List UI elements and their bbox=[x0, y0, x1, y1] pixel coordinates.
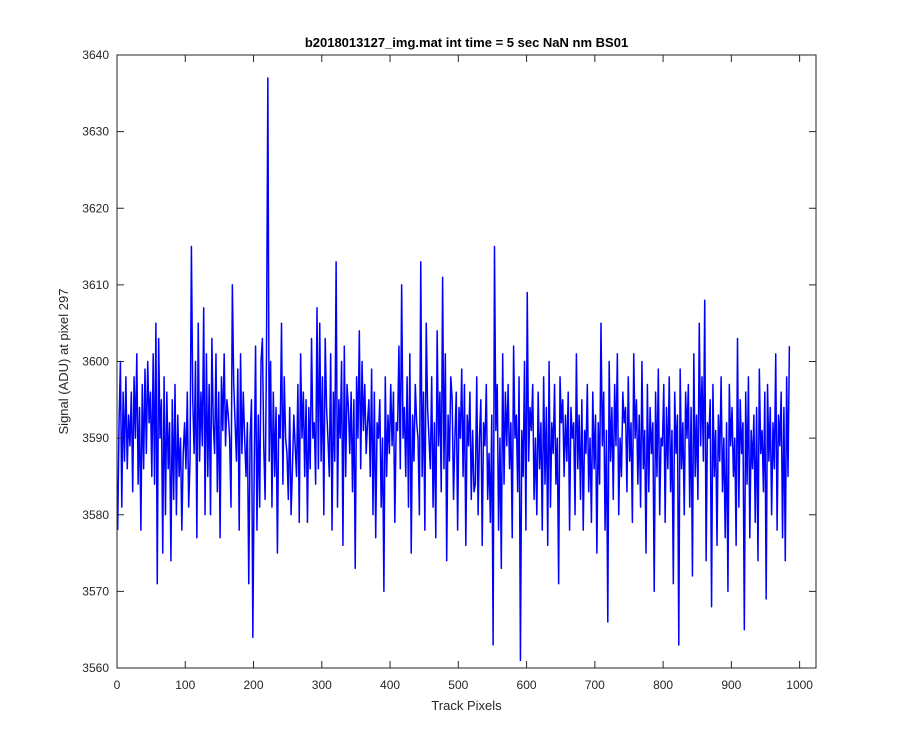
x-tick-label: 600 bbox=[517, 678, 537, 692]
x-tick-label: 700 bbox=[585, 678, 605, 692]
x-tick-label: 400 bbox=[380, 678, 400, 692]
y-tick-label: 3600 bbox=[82, 355, 109, 369]
x-axis: 0 100 200 300 400 500 600 700 800 900 1000 bbox=[114, 55, 813, 692]
y-axis-label: Signal (ADU) at pixel 297 bbox=[56, 289, 71, 435]
y-axis: 3560 3570 3580 3590 3600 3610 3620 3630 3640 bbox=[82, 48, 816, 675]
y-tick-label: 3590 bbox=[82, 431, 109, 445]
chart-title: b2018013127_img.mat int time = 5 sec NaN… bbox=[305, 35, 628, 50]
x-tick-label: 100 bbox=[175, 678, 195, 692]
x-axis-label: Track Pixels bbox=[431, 698, 502, 713]
x-tick-label: 500 bbox=[448, 678, 468, 692]
x-tick-label: 1000 bbox=[786, 678, 813, 692]
y-tick-label: 3610 bbox=[82, 278, 109, 292]
y-tick-label: 3640 bbox=[82, 48, 109, 62]
x-tick-label: 0 bbox=[114, 678, 121, 692]
x-tick-label: 900 bbox=[721, 678, 741, 692]
y-tick-label: 3570 bbox=[82, 584, 109, 598]
x-tick-label: 200 bbox=[244, 678, 264, 692]
series-line-0 bbox=[116, 77, 791, 662]
series-layer bbox=[116, 77, 791, 662]
x-tick-label: 800 bbox=[653, 678, 673, 692]
y-tick-label: 3620 bbox=[82, 201, 109, 215]
y-tick-label: 3630 bbox=[82, 125, 109, 139]
x-tick-label: 300 bbox=[312, 678, 332, 692]
y-tick-label: 3580 bbox=[82, 508, 109, 522]
y-tick-label: 3560 bbox=[82, 661, 109, 675]
